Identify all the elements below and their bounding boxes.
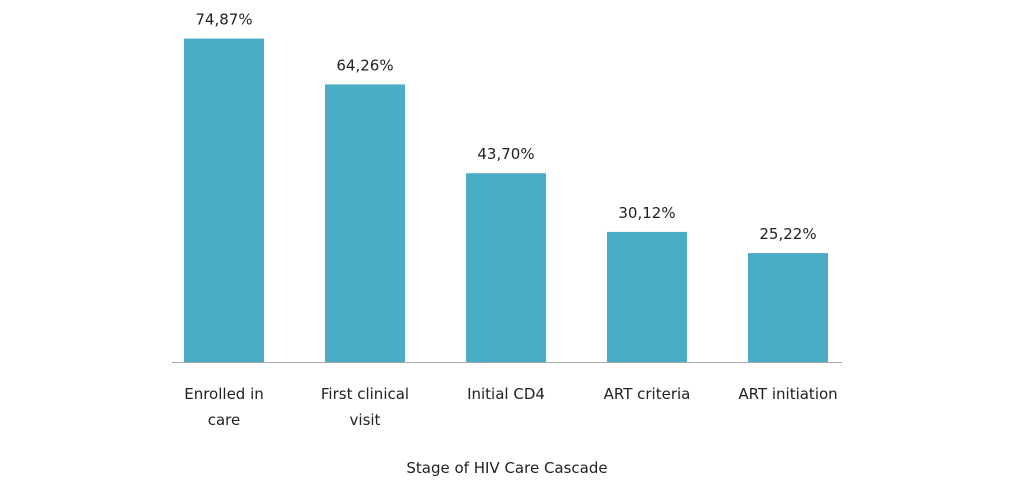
x-tick-label-line: ART initiation xyxy=(738,385,837,403)
value-labels-group: 74,87% 64,26% 43,70% 30,12% 25,22% xyxy=(195,11,816,243)
value-label-4: 30,12% xyxy=(618,204,675,222)
x-tick-label-1: Enrolled in care xyxy=(184,385,264,429)
x-axis-title: Stage of HIV Care Cascade xyxy=(406,459,607,477)
bar-5 xyxy=(748,253,828,362)
x-tick-label-line: Enrolled in xyxy=(184,385,264,403)
x-tick-label-line: visit xyxy=(350,411,381,429)
bars-group xyxy=(184,38,828,363)
x-tick-labels-group: Enrolled in care First clinical visit Initia… xyxy=(184,385,837,429)
x-tick-label-line: First clinical xyxy=(321,385,409,403)
bar-4 xyxy=(607,231,687,362)
x-tick-label-3: Initial CD4 xyxy=(467,385,545,403)
value-label-3: 43,70% xyxy=(477,145,534,163)
x-tick-label-line: care xyxy=(208,411,241,429)
bar-2 xyxy=(325,84,405,363)
value-label-1: 74,87% xyxy=(195,11,252,29)
value-label-2: 64,26% xyxy=(336,56,393,74)
value-label-5: 25,22% xyxy=(759,225,816,243)
bar-3 xyxy=(466,173,546,362)
x-tick-label-line: ART criteria xyxy=(604,385,691,403)
x-tick-label-2: First clinical visit xyxy=(321,385,409,429)
x-tick-label-5: ART initiation xyxy=(738,385,837,403)
bar-1 xyxy=(184,38,264,363)
x-tick-label-4: ART criteria xyxy=(604,385,691,403)
x-tick-label-line: Initial CD4 xyxy=(467,385,545,403)
